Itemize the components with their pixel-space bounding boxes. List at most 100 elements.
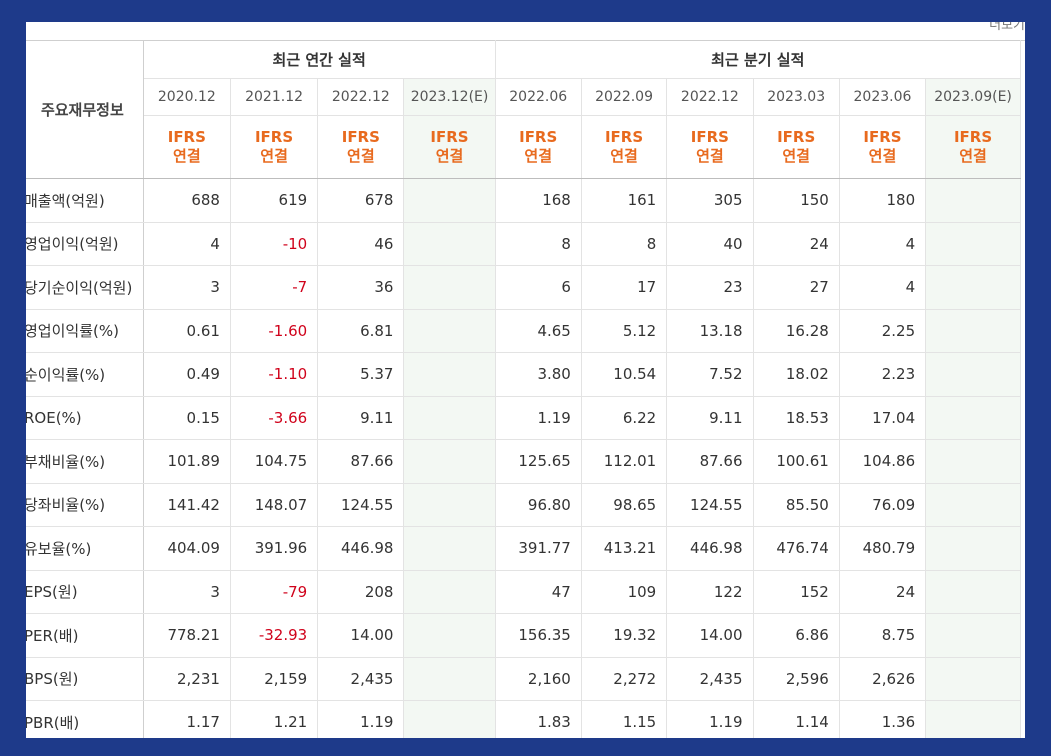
- ifrs-label: IFRS: [777, 128, 816, 146]
- consolidated-label: 연결: [696, 147, 724, 165]
- table-row: ROE(%) 0.15 -3.66 9.11 1.19 6.22 9.11 18.53 17.0…: [26, 396, 1021, 440]
- value-cell: 36: [317, 265, 405, 310]
- value-cell: 141.42: [143, 483, 231, 527]
- value-cell: 778.21: [143, 613, 231, 658]
- value-cell: 104.75: [230, 439, 319, 484]
- value-cell: [403, 526, 496, 571]
- top-strip: 더보기: [26, 22, 1025, 41]
- value-cell: 101.89: [143, 439, 231, 484]
- value-cell: 19.32: [581, 613, 668, 658]
- ifrs-basis-cell: IFRS 연결: [925, 115, 1021, 179]
- period-header: 2020.12: [143, 78, 231, 116]
- value-cell: -79: [230, 569, 319, 614]
- value-cell: 2,626: [839, 657, 927, 701]
- value-cell: 5.37: [317, 352, 405, 397]
- row-label[interactable]: ROE(%): [26, 396, 144, 440]
- row-label[interactable]: 당좌비율(%): [26, 483, 144, 527]
- table-row: 순이익률(%) 0.49 -1.10 5.37 3.80 10.54 7.52 18.02 2.…: [26, 352, 1021, 397]
- ifrs-label: IFRS: [604, 128, 644, 146]
- value-cell: 1.19: [494, 396, 582, 440]
- value-cell: [403, 657, 496, 701]
- consolidated-label: 연결: [959, 147, 987, 165]
- row-label[interactable]: 영업이익률(%): [26, 308, 144, 353]
- value-cell: -1.60: [230, 308, 319, 353]
- value-cell: -1.10: [230, 352, 319, 397]
- value-cell: 112.01: [581, 439, 668, 484]
- value-cell: 404.09: [143, 526, 231, 571]
- value-cell: 3: [143, 569, 231, 614]
- row-label[interactable]: 당기순이익(억원): [26, 265, 144, 310]
- value-cell: 124.55: [317, 483, 405, 527]
- period-header-estimate: 2023.09(E): [925, 78, 1021, 116]
- value-cell: 14.00: [317, 613, 405, 658]
- ifrs-basis-cell: IFRS 연결: [494, 115, 582, 179]
- value-cell: 104.86: [839, 439, 927, 484]
- ifrs-basis-cell: IFRS 연결: [666, 115, 754, 179]
- period-header: 2022.12: [317, 78, 405, 116]
- value-cell: 1.83: [494, 700, 582, 738]
- value-cell: [925, 352, 1021, 397]
- more-link[interactable]: 더보기: [989, 22, 1025, 33]
- value-cell: 10.54: [581, 352, 668, 397]
- value-cell: 24: [839, 569, 927, 614]
- ifrs-label: IFRS: [430, 128, 469, 146]
- value-cell: 6.86: [753, 613, 840, 658]
- value-cell: 87.66: [317, 439, 405, 484]
- ifrs-label: IFRS: [519, 128, 558, 146]
- row-label[interactable]: 순이익률(%): [26, 352, 144, 397]
- row-label[interactable]: PBR(배): [26, 700, 144, 738]
- value-cell: 2,435: [317, 657, 405, 701]
- value-cell: 678: [317, 178, 405, 223]
- ifrs-label: IFRS: [690, 128, 729, 146]
- row-label[interactable]: 유보율(%): [26, 526, 144, 571]
- row-label[interactable]: EPS(원): [26, 569, 144, 614]
- period-header: 2022.12: [666, 78, 754, 116]
- value-cell: 168: [494, 178, 582, 223]
- table-row: BPS(원) 2,231 2,159 2,435 2,160 2,272 2,435 2,59…: [26, 657, 1021, 701]
- value-cell: 1.19: [666, 700, 754, 738]
- row-label[interactable]: 매출액(억원): [26, 178, 144, 223]
- value-cell: 18.53: [753, 396, 840, 440]
- value-cell: 2,160: [494, 657, 582, 701]
- value-cell: 4: [839, 222, 927, 266]
- value-cell: 2.23: [839, 352, 927, 397]
- value-cell: 0.61: [143, 308, 231, 353]
- value-cell: 5.12: [581, 308, 668, 353]
- value-cell: 4: [143, 222, 231, 266]
- row-label[interactable]: PER(배): [26, 613, 144, 658]
- value-cell: 125.65: [494, 439, 582, 484]
- value-cell: 27: [753, 265, 840, 310]
- value-cell: 152: [753, 569, 840, 614]
- value-cell: [403, 613, 496, 658]
- ifrs-basis-cell: IFRS 연결: [143, 115, 231, 179]
- table-row: 유보율(%) 404.09 391.96 446.98 391.77 413.21 446.…: [26, 526, 1021, 571]
- ifrs-basis-cell: IFRS 연결: [753, 115, 840, 179]
- value-cell: 161: [581, 178, 668, 223]
- value-cell: 47: [494, 569, 582, 614]
- value-cell: 1.17: [143, 700, 231, 738]
- row-label[interactable]: 영업이익(억원): [26, 222, 144, 266]
- value-cell: 305: [666, 178, 754, 223]
- row-label[interactable]: 부채비율(%): [26, 439, 144, 484]
- value-cell: 76.09: [839, 483, 927, 527]
- ifrs-label: IFRS: [953, 128, 993, 146]
- row-label[interactable]: BPS(원): [26, 657, 144, 701]
- table-row: 부채비율(%) 101.89 104.75 87.66 125.65 112.01 87.6…: [26, 439, 1021, 484]
- value-cell: 208: [317, 569, 405, 614]
- value-cell: 8: [494, 222, 582, 266]
- value-cell: [403, 396, 496, 440]
- value-cell: [925, 396, 1021, 440]
- value-cell: 150: [753, 178, 840, 223]
- value-cell: 100.61: [753, 439, 840, 484]
- table-row: 당좌비율(%) 141.42 148.07 124.55 96.80 98.65 124.5…: [26, 483, 1021, 527]
- table-row: PBR(배) 1.17 1.21 1.19 1.83 1.15 1.19 1.14 1.36: [26, 700, 1021, 738]
- row-title: 주요재무정보: [26, 40, 144, 179]
- value-cell: 85.50: [753, 483, 840, 527]
- value-cell: [403, 700, 496, 738]
- consolidated-label: 연결: [173, 147, 201, 165]
- consolidated-label: 연결: [260, 147, 288, 165]
- period-header: 2022.06: [494, 78, 582, 116]
- value-cell: [925, 308, 1021, 353]
- value-cell: 13.18: [666, 308, 754, 353]
- table-row: EPS(원) 3 -79 208 47 109 122 152 24: [26, 569, 1021, 614]
